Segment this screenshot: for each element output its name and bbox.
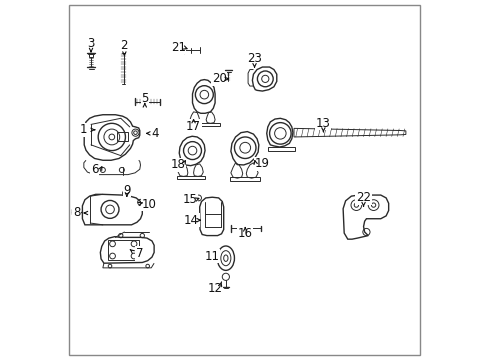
Text: 22: 22	[355, 192, 370, 204]
Text: 21: 21	[170, 41, 185, 54]
Text: 2: 2	[121, 39, 128, 52]
Text: 17: 17	[186, 120, 201, 133]
Text: 5: 5	[141, 92, 148, 105]
Text: 8: 8	[73, 207, 80, 220]
Text: 20: 20	[211, 72, 226, 85]
Text: 7: 7	[136, 247, 143, 260]
Text: 19: 19	[254, 157, 269, 170]
Text: 23: 23	[246, 51, 262, 64]
Text: 4: 4	[151, 127, 159, 140]
Text: 9: 9	[123, 184, 130, 197]
Text: 3: 3	[87, 36, 95, 50]
Text: 10: 10	[142, 198, 157, 211]
Text: 16: 16	[237, 226, 252, 239]
Text: 13: 13	[315, 117, 330, 130]
Text: 14: 14	[183, 214, 199, 227]
Text: 11: 11	[204, 249, 219, 262]
Text: 12: 12	[207, 282, 222, 295]
Text: 1: 1	[80, 123, 87, 136]
Text: 18: 18	[170, 158, 185, 171]
Text: 15: 15	[182, 193, 197, 206]
Text: 6: 6	[91, 163, 98, 176]
